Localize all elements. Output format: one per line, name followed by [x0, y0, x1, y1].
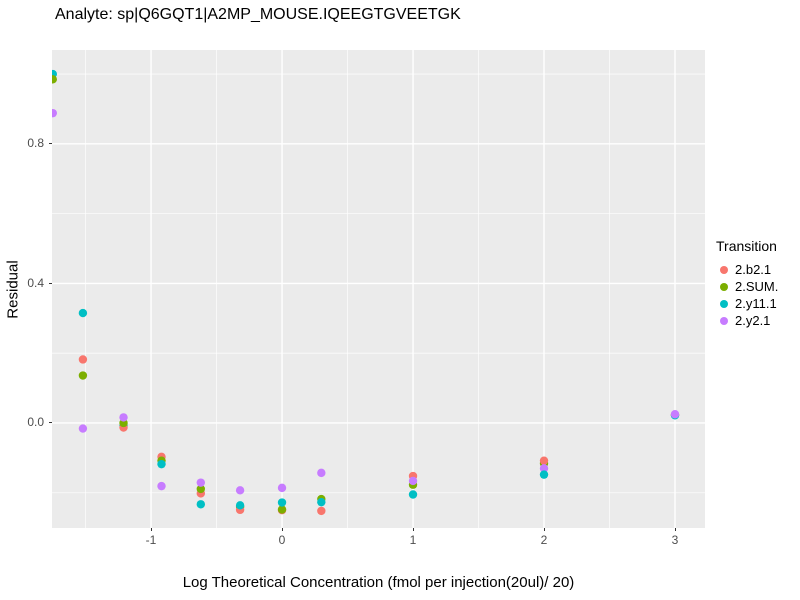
y-tick-label: 0.8	[27, 136, 44, 151]
data-point-2.y11.1	[157, 459, 166, 469]
data-point-2.y11.1	[196, 500, 206, 509]
data-point-2.y11.1	[235, 501, 245, 510]
y-tick-mark	[49, 143, 52, 145]
x-tick-mark	[281, 528, 283, 531]
y-tick-mark	[49, 422, 52, 424]
data-point-2.b2.1	[78, 355, 88, 364]
legend-swatch-icon	[720, 316, 728, 325]
x-tick-mark	[674, 528, 676, 531]
legend-item-label: 2.y2.1	[735, 313, 771, 328]
data-point-2.SUM.	[78, 371, 88, 380]
legend-item: 2.SUM.	[716, 278, 778, 295]
legend: Transition 2.b2.1 2.SUM. 2.y11.1 2.y2.1	[716, 238, 778, 329]
data-point-2.y2.1	[52, 108, 57, 118]
data-point-2.y11.1	[408, 490, 418, 499]
data-point-2.y2.1	[670, 410, 680, 419]
data-point-2.y11.1	[317, 497, 326, 507]
data-point-2.y2.1	[539, 464, 549, 473]
legend-title: Transition	[716, 238, 777, 254]
data-point-2.y2.1	[277, 483, 287, 493]
legend-item: 2.y11.1	[716, 295, 778, 312]
legend-swatch-icon	[720, 282, 728, 291]
data-point-2.SUM.	[277, 505, 287, 514]
data-point-2.y2.1	[157, 481, 166, 491]
data-point-2.y11.1	[277, 498, 287, 507]
legend-item-label: 2.SUM.	[735, 279, 779, 294]
plot-canvas	[52, 50, 705, 528]
legend-swatch-icon	[720, 265, 728, 274]
legend-swatch-icon	[720, 299, 728, 308]
data-point-2.SUM.	[196, 484, 206, 494]
legend-item-label: 2.y11.1	[735, 296, 777, 311]
data-point-2.y11.1	[78, 308, 88, 318]
y-tick-label: 0.4	[27, 275, 44, 290]
x-axis-title: Log Theoretical Concentration (fmol per …	[182, 574, 575, 591]
legend-item: 2.b2.1	[716, 261, 778, 278]
x-tick-label: -1	[145, 533, 157, 547]
y-axis-title: Residual	[4, 260, 22, 319]
x-tick-label: 2	[540, 533, 548, 547]
data-point-2.y11.1	[539, 470, 549, 479]
data-point-2.y2.1	[119, 413, 128, 422]
x-tick-label: 0	[278, 533, 286, 547]
data-point-2.y2.1	[196, 478, 206, 487]
x-tick-mark	[543, 528, 545, 531]
x-tick-label: 1	[409, 533, 417, 547]
x-tick-mark	[150, 528, 152, 531]
y-tick-mark	[49, 282, 52, 284]
data-point-2.y2.1	[78, 424, 88, 433]
data-point-2.SUM.	[52, 75, 57, 84]
y-tick-label: 0.0	[27, 415, 44, 430]
plot-panel	[52, 50, 705, 528]
data-point-2.b2.1	[539, 456, 549, 465]
data-point-2.y2.1	[317, 468, 326, 478]
data-point-2.y2.1	[408, 476, 418, 486]
data-point-2.y2.1	[235, 486, 245, 495]
legend-item: 2.y2.1	[716, 312, 778, 329]
x-tick-mark	[412, 528, 414, 531]
legend-item-label: 2.b2.1	[735, 262, 772, 277]
data-point-2.b2.1	[317, 506, 326, 516]
legend-items: 2.b2.1 2.SUM. 2.y11.1 2.y2.1	[716, 261, 778, 329]
chart-title: Analyte: sp|Q6GQT1|A2MP_MOUSE.IQEEGTGVEE…	[55, 6, 461, 23]
x-tick-label: 3	[671, 533, 679, 547]
